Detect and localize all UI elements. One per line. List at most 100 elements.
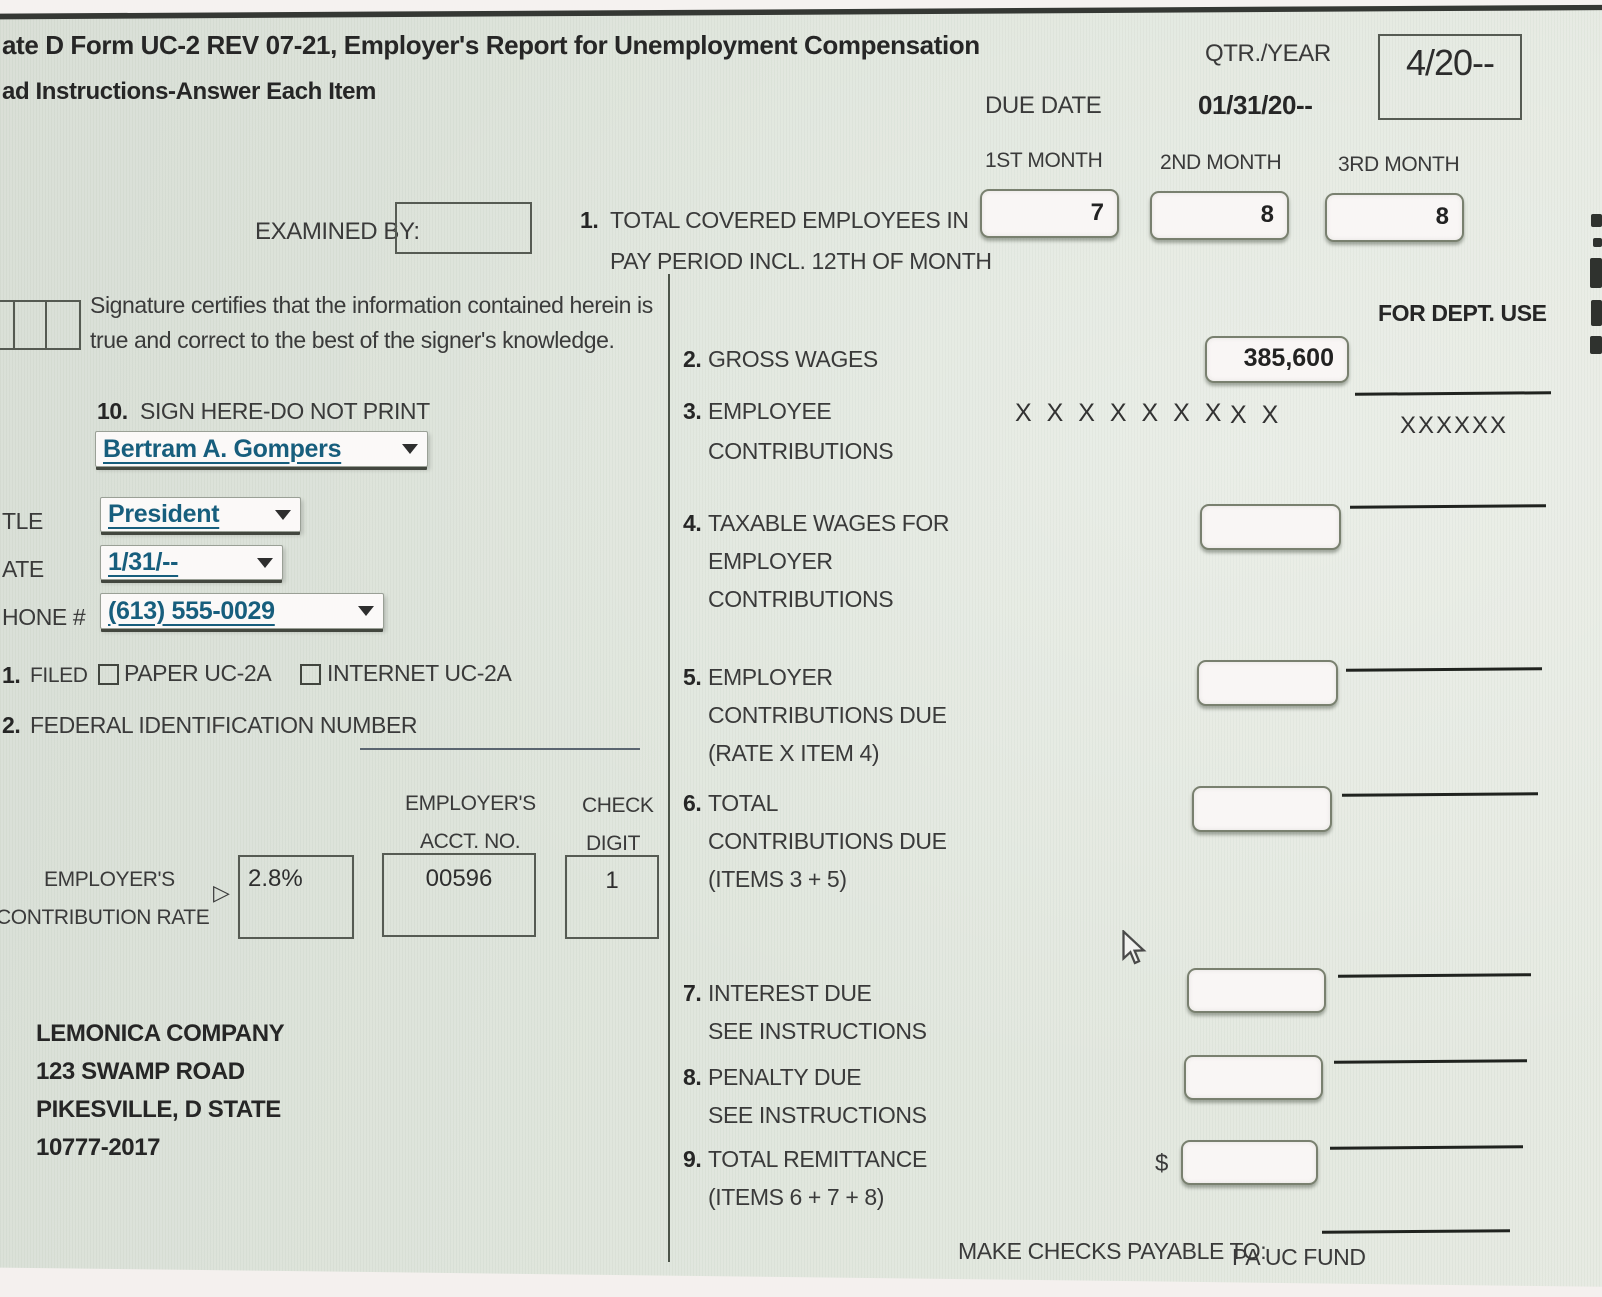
- item6-line2: CONTRIBUTIONS DUE: [708, 828, 947, 854]
- company-street: 123 SWAMP ROAD: [36, 1058, 245, 1085]
- item1-line2: PAY PERIOD INCL. 12TH OF MONTH: [610, 248, 992, 274]
- item2-number: 2.: [683, 346, 702, 372]
- month2-value: 8: [1260, 201, 1274, 228]
- contribution-rate-value: 2.8%: [248, 865, 303, 892]
- item5-number: 5.: [683, 664, 702, 690]
- item3-number: 3.: [683, 398, 702, 424]
- employee-contrib-mask-a: X X X X X X X: [1015, 399, 1226, 427]
- qtr-year-label: QTR./YEAR: [1205, 40, 1331, 67]
- clipped-edge-mark: [1593, 238, 1602, 247]
- grid-divider: [45, 302, 47, 348]
- item8-line2: SEE INSTRUCTIONS: [708, 1102, 927, 1128]
- item6-line3: (ITEMS 3 + 5): [708, 866, 847, 892]
- form-title: ate D Form UC-2 REV 07-21, Employer's Re…: [2, 30, 980, 60]
- company-city-state: PIKESVILLE, D STATE: [36, 1096, 281, 1123]
- item12-number: 2.: [2, 712, 21, 738]
- title-value: President: [108, 500, 220, 528]
- chevron-down-icon: [257, 557, 273, 568]
- item4-number: 4.: [683, 510, 702, 536]
- item4-line3: CONTRIBUTIONS: [708, 586, 894, 612]
- month3-label: 3RD MONTH: [1338, 153, 1460, 176]
- examined-by-box[interactable]: [395, 202, 532, 254]
- qtr-year-box: 4/20--: [1378, 34, 1522, 120]
- total-remittance-input[interactable]: [1181, 1140, 1318, 1185]
- gross-wages-input[interactable]: 385,600: [1205, 336, 1349, 383]
- check-digit-box[interactable]: 1: [565, 855, 659, 939]
- phone-label: HONE #: [2, 604, 86, 630]
- payable-to-label: MAKE CHECKS PAYABLE TO:: [958, 1238, 1267, 1264]
- acct-no-box[interactable]: 00596: [382, 853, 536, 937]
- form-subtitle: ad Instructions-Answer Each Item: [2, 78, 376, 105]
- pointer-triangle-icon: ▷: [213, 880, 230, 905]
- employee-contrib-mask-b: X X: [1230, 401, 1283, 429]
- examined-by-label: EXAMINED BY:: [255, 218, 420, 245]
- item8-number: 8.: [683, 1064, 702, 1090]
- item11-label: FILED: [30, 664, 88, 687]
- gross-wages-value: 385,600: [1243, 344, 1334, 372]
- check-digit-value: 1: [605, 867, 619, 894]
- item9-line2: (ITEMS 6 + 7 + 8): [708, 1184, 884, 1210]
- month1-label: 1ST MONTH: [985, 149, 1103, 172]
- item9-line1: TOTAL REMITTANCE: [708, 1146, 927, 1172]
- title-dropdown[interactable]: President: [100, 497, 301, 532]
- month2-input[interactable]: 8: [1150, 191, 1289, 240]
- clipped-edge-mark: [1591, 300, 1602, 326]
- item7-line2: SEE INSTRUCTIONS: [708, 1018, 927, 1044]
- item8-line1: PENALTY DUE: [708, 1064, 862, 1090]
- paper-option-label: PAPER UC-2A: [124, 660, 272, 686]
- item5-line1: EMPLOYER: [708, 664, 833, 690]
- title-label: TLE: [2, 508, 43, 534]
- item10-label: SIGN HERE-DO NOT PRINT: [140, 398, 430, 424]
- contribution-rate-box[interactable]: 2.8%: [238, 855, 354, 939]
- paper-checkbox[interactable]: [98, 664, 119, 685]
- penalty-due-input[interactable]: [1184, 1055, 1323, 1100]
- item3-line1: EMPLOYEE: [708, 398, 832, 424]
- column-divider: [668, 274, 670, 1262]
- month1-input[interactable]: 7: [980, 189, 1119, 238]
- internet-option-label: INTERNET UC-2A: [327, 660, 512, 686]
- taxable-wages-input[interactable]: [1200, 504, 1341, 550]
- date-value: 1/31/--: [108, 548, 179, 576]
- rate-label-line2: CONTRIBUTION RATE: [0, 906, 210, 929]
- month2-label: 2ND MONTH: [1160, 151, 1282, 174]
- item7-number: 7.: [683, 980, 702, 1006]
- fein-input-line[interactable]: [360, 748, 640, 750]
- date-label: ATE: [2, 556, 44, 582]
- item6-line1: TOTAL: [708, 790, 778, 816]
- signer-name-dropdown[interactable]: Bertram A. Gompers: [95, 431, 428, 467]
- clipped-edge-mark: [1590, 336, 1602, 354]
- employer-contrib-due-input[interactable]: [1197, 660, 1338, 706]
- item5-line2: CONTRIBUTIONS DUE: [708, 702, 947, 728]
- month3-value: 8: [1435, 203, 1449, 230]
- clipped-edge-mark: [1591, 214, 1602, 227]
- phone-dropdown[interactable]: (613) 555-0029: [100, 593, 384, 629]
- due-date-value: 01/31/20--: [1198, 90, 1313, 120]
- check-header-line1: CHECK: [582, 794, 654, 817]
- grid-divider: [13, 302, 15, 348]
- mouse-cursor-icon: [1122, 930, 1147, 965]
- internet-checkbox[interactable]: [300, 664, 321, 685]
- item1-line1: TOTAL COVERED EMPLOYEES IN: [610, 207, 969, 233]
- date-dropdown[interactable]: 1/31/--: [100, 545, 283, 580]
- item3-line2: CONTRIBUTIONS: [708, 438, 894, 464]
- currency-symbol: $: [1155, 1150, 1168, 1177]
- signature-note-line1: Signature certifies that the information…: [90, 292, 653, 318]
- month1-value: 7: [1090, 199, 1104, 226]
- company-zip: 10777-2017: [36, 1134, 161, 1161]
- rate-label-line1: EMPLOYER'S: [44, 868, 175, 891]
- item7-line1: INTEREST DUE: [708, 980, 872, 1006]
- company-name: LEMONICA COMPANY: [36, 1020, 285, 1047]
- acct-header-line1: EMPLOYER'S: [405, 792, 536, 815]
- month3-input[interactable]: 8: [1325, 193, 1464, 242]
- interest-due-input[interactable]: [1187, 968, 1326, 1013]
- item4-line1: TAXABLE WAGES FOR: [708, 510, 950, 536]
- dept-use-mask: XXXXXX: [1400, 412, 1509, 439]
- item11-number: 1.: [2, 662, 21, 688]
- payable-to-value: PA UC FUND: [1232, 1244, 1366, 1270]
- total-contrib-due-input[interactable]: [1192, 786, 1332, 832]
- dept-use-label: FOR DEPT. USE: [1378, 300, 1547, 326]
- item2-label: GROSS WAGES: [708, 346, 878, 372]
- clipped-edge-mark: [1590, 258, 1602, 288]
- phone-value: (613) 555-0029: [108, 596, 275, 625]
